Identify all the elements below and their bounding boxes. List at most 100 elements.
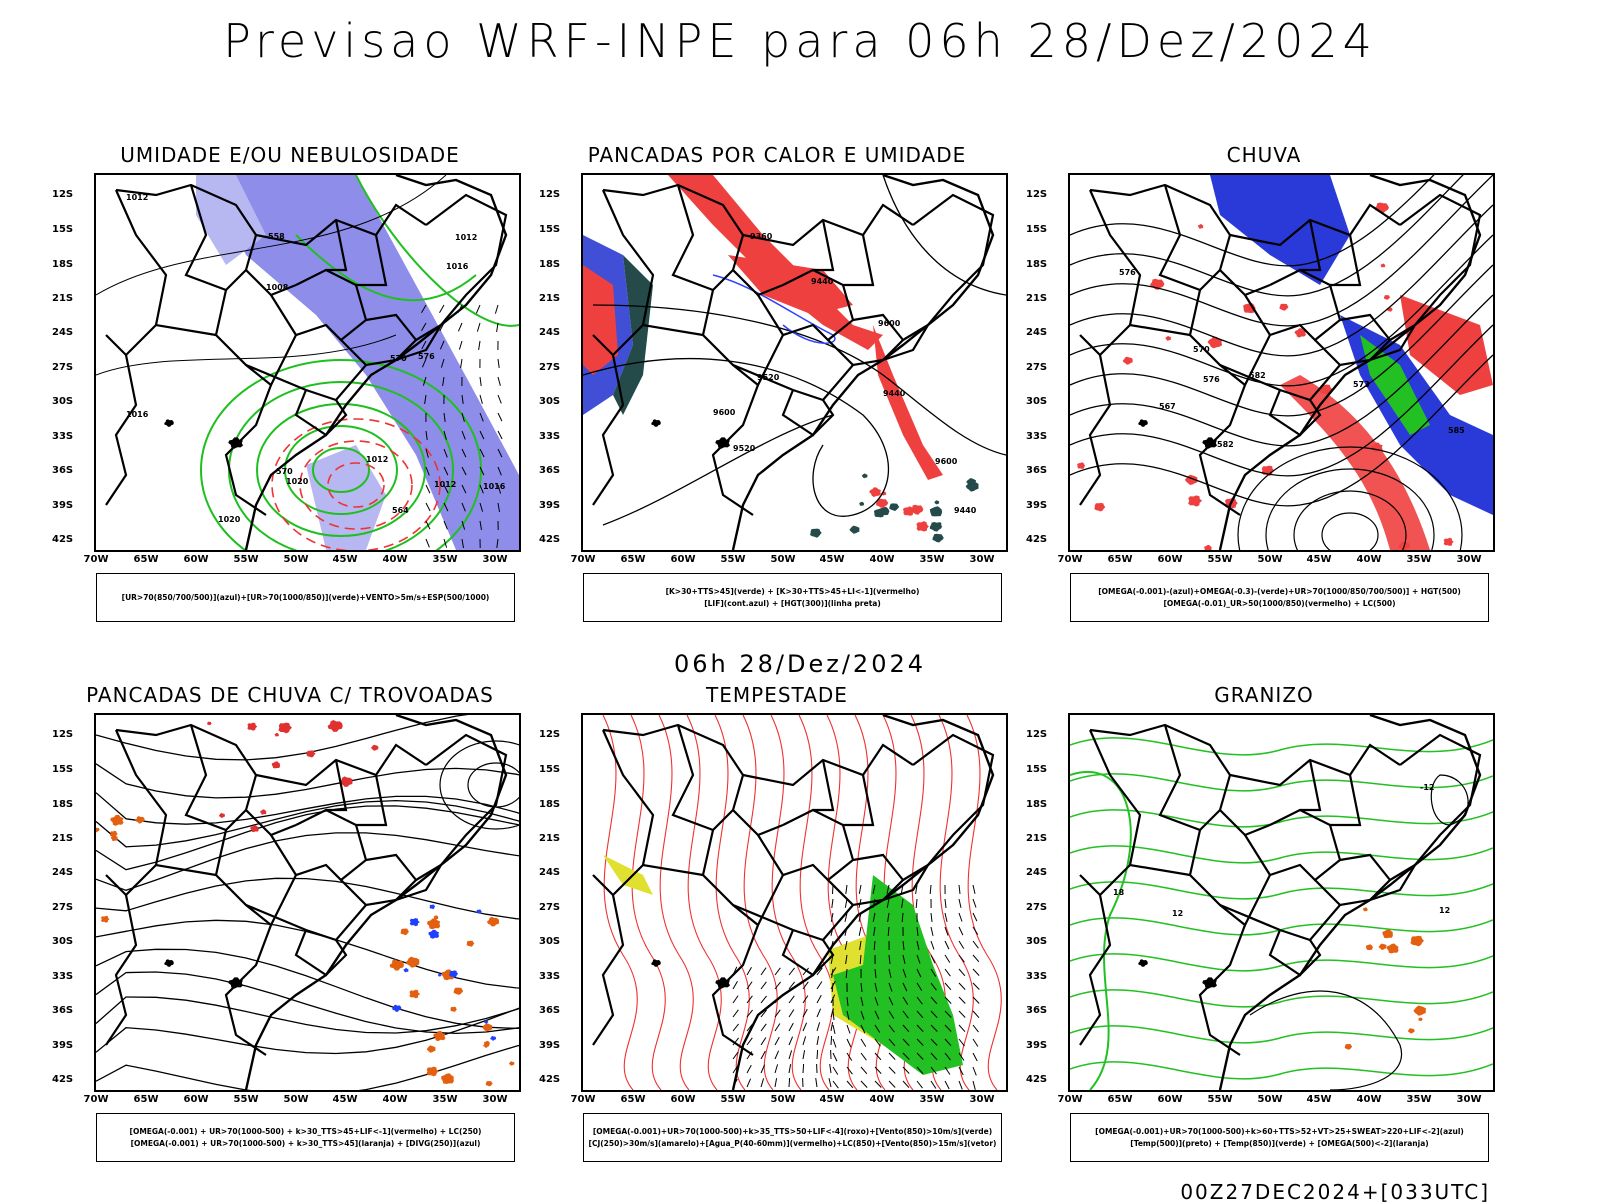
main-title: Previsao WRF-INPE para 06h 28/Dez/2024 — [0, 14, 1600, 68]
lon-tick-label: 35W — [1407, 1094, 1432, 1105]
lon-tick-label: 55W — [1208, 554, 1233, 565]
lon-tick-label: 40W — [870, 1094, 895, 1105]
lat-tick-label: 27S — [52, 362, 73, 373]
contour-label: 1012 — [455, 233, 477, 242]
contour-label: 12 — [1439, 906, 1450, 915]
legend-box: [OMEGA(-0.001) + UR>70(1000-500) + k>30_… — [96, 1113, 515, 1162]
lat-tick-label: 39S — [1026, 1040, 1047, 1051]
lat-tick-label: 15S — [1026, 764, 1047, 775]
legend-line: [UR>70(850/700/500)](azul)+[UR>70(1000/8… — [97, 592, 514, 604]
lat-tick-label: 39S — [539, 1040, 560, 1051]
contour-label: 1016 — [446, 262, 469, 271]
contour-label: 9440 — [811, 277, 834, 286]
lon-tick-label: 60W — [184, 554, 209, 565]
contour-label: 582 — [1249, 371, 1266, 380]
lon-tick-label: 45W — [820, 1094, 845, 1105]
lat-tick-label: 15S — [539, 764, 560, 775]
map-plot — [583, 715, 1006, 1090]
contour-label: 9440 — [883, 389, 906, 398]
lon-tick-label: 50W — [771, 1094, 796, 1105]
lat-tick-label: 36S — [52, 1005, 73, 1016]
lon-tick-label: 40W — [870, 554, 895, 565]
contour-label: 558 — [268, 232, 285, 241]
lon-tick-label: 40W — [1357, 1094, 1382, 1105]
contour-label: 573 — [1353, 380, 1370, 389]
lat-tick-label: 39S — [1026, 500, 1047, 511]
lat-tick-label: 27S — [1026, 362, 1047, 373]
contour-label: 564 — [392, 506, 409, 515]
lon-tick-label: 50W — [284, 1094, 309, 1105]
lat-tick-label: 24S — [1026, 867, 1047, 878]
contour-label: 1016 — [483, 482, 506, 491]
contour-label: 9520 — [733, 444, 756, 453]
lat-tick-label: 27S — [52, 902, 73, 913]
contour-label: 582 — [1217, 440, 1234, 449]
lat-tick-label: 12S — [52, 189, 73, 200]
legend-box: [UR>70(850/700/500)](azul)+[UR>70(1000/8… — [96, 573, 515, 622]
lon-tick-label: 35W — [920, 554, 945, 565]
lat-tick-label: 27S — [539, 902, 560, 913]
panel-title: GRANIZO — [1014, 683, 1514, 707]
lat-tick-label: 39S — [52, 500, 73, 511]
lat-tick-label: 18S — [52, 259, 73, 270]
lon-tick-label: 65W — [1108, 1094, 1133, 1105]
lon-tick-label: 65W — [621, 554, 646, 565]
lat-tick-label: 30S — [52, 936, 73, 947]
forecast-time-title: 06h 28/Dez/2024 — [0, 650, 1600, 678]
lon-tick-label: 60W — [1158, 1094, 1183, 1105]
lon-tick-label: 30W — [970, 1094, 995, 1105]
contour-label: -12 — [1420, 783, 1434, 792]
map-plot: 1012101210121016101610161020102010121008… — [96, 175, 519, 550]
lat-tick-label: 21S — [52, 293, 73, 304]
lat-tick-label: 36S — [1026, 1005, 1047, 1016]
lon-tick-label: 35W — [920, 1094, 945, 1105]
lat-tick-label: 12S — [539, 729, 560, 740]
lon-tick-label: 40W — [383, 1094, 408, 1105]
lon-tick-label: 50W — [1258, 554, 1283, 565]
lat-tick-label: 12S — [1026, 189, 1047, 200]
lon-tick-label: 70W — [1058, 1094, 1083, 1105]
lat-tick-label: 24S — [52, 327, 73, 338]
lat-tick-label: 36S — [1026, 465, 1047, 476]
lat-tick-label: 21S — [539, 833, 560, 844]
contour-label: 12 — [1172, 909, 1183, 918]
lat-tick-label: 30S — [1026, 396, 1047, 407]
lon-tick-label: 30W — [483, 1094, 508, 1105]
lat-tick-label: 36S — [539, 1005, 560, 1016]
contour-label: 567 — [1159, 402, 1176, 411]
legend-line: [LIF](cont.azul) + [HGT(300)](linha pret… — [584, 598, 1001, 610]
contour-label: 576 — [1119, 268, 1136, 277]
lat-tick-label: 15S — [52, 224, 73, 235]
lon-tick-label: 45W — [333, 1094, 358, 1105]
contour-label: 576 — [1203, 375, 1220, 384]
contour-label: 570 — [1193, 345, 1210, 354]
lon-tick-label: 30W — [970, 554, 995, 565]
legend-line: [Temp(500)](preto) + [Temp(850)](verde) … — [1071, 1138, 1488, 1150]
lon-tick-label: 60W — [1158, 554, 1183, 565]
lat-tick-label: 21S — [52, 833, 73, 844]
lon-tick-label: 45W — [1307, 554, 1332, 565]
lon-tick-label: 30W — [1457, 1094, 1482, 1105]
lat-tick-label: 36S — [52, 465, 73, 476]
contour-label: 570 — [390, 354, 407, 363]
lat-tick-label: 33S — [1026, 971, 1047, 982]
lat-tick-label: 33S — [52, 431, 73, 442]
lon-tick-label: 45W — [820, 554, 845, 565]
lat-tick-label: 30S — [539, 396, 560, 407]
lat-tick-label: 18S — [1026, 799, 1047, 810]
lat-tick-label: 33S — [1026, 431, 1047, 442]
contour-label: 9520 — [757, 373, 780, 382]
lon-tick-label: 50W — [771, 554, 796, 565]
lat-tick-label: 39S — [539, 500, 560, 511]
lon-tick-label: 70W — [84, 554, 109, 565]
lon-tick-label: 55W — [234, 1094, 259, 1105]
contour-label: 9600 — [713, 408, 736, 417]
lat-tick-label: 12S — [52, 729, 73, 740]
lat-tick-label: 24S — [539, 867, 560, 878]
